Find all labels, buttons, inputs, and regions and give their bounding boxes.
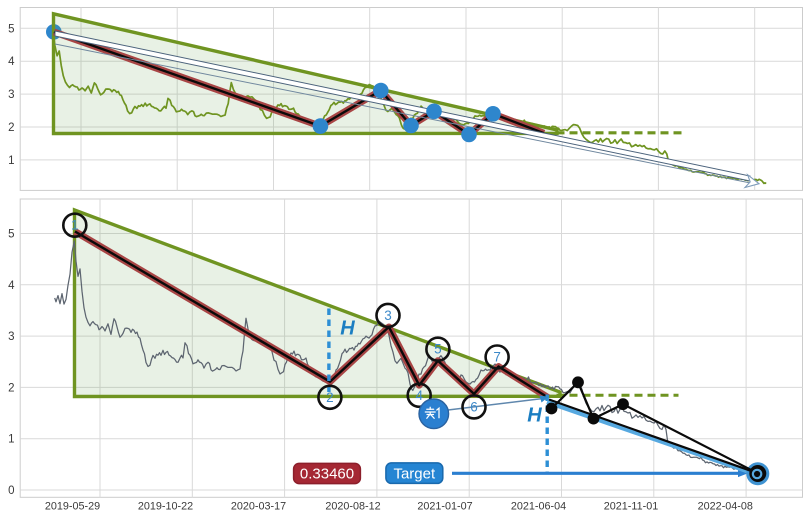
svg-text:Target: Target bbox=[393, 466, 436, 483]
svg-text:6: 6 bbox=[470, 399, 478, 414]
svg-text:1: 1 bbox=[8, 155, 14, 167]
svg-text:3: 3 bbox=[384, 308, 392, 323]
svg-text:2: 2 bbox=[326, 390, 334, 405]
svg-text:2019-05-29: 2019-05-29 bbox=[45, 501, 100, 513]
svg-text:2: 2 bbox=[8, 382, 14, 394]
svg-text:2022-04-08: 2022-04-08 bbox=[698, 501, 753, 513]
svg-text:5: 5 bbox=[434, 342, 442, 357]
svg-text:1: 1 bbox=[71, 218, 79, 233]
svg-text:2021-11-01: 2021-11-01 bbox=[604, 501, 658, 513]
svg-text:4: 4 bbox=[8, 56, 15, 68]
svg-text:4: 4 bbox=[415, 388, 423, 403]
svg-text:5: 5 bbox=[8, 229, 14, 241]
svg-text:0.33460: 0.33460 bbox=[300, 466, 354, 483]
svg-text:3: 3 bbox=[8, 89, 14, 101]
svg-text:2020-03-17: 2020-03-17 bbox=[231, 501, 286, 513]
svg-text:0: 0 bbox=[8, 485, 14, 497]
svg-text:2019-10-22: 2019-10-22 bbox=[138, 501, 193, 513]
svg-text:2: 2 bbox=[8, 122, 14, 134]
svg-text:2021-01-07: 2021-01-07 bbox=[417, 501, 472, 513]
svg-text:7: 7 bbox=[493, 350, 501, 365]
svg-text:2020-08-12: 2020-08-12 bbox=[325, 501, 380, 513]
svg-text:H: H bbox=[340, 318, 355, 340]
svg-text:2021-06-04: 2021-06-04 bbox=[511, 501, 566, 513]
svg-text:H: H bbox=[527, 405, 542, 427]
svg-text:3: 3 bbox=[8, 331, 14, 343]
svg-text:1: 1 bbox=[8, 434, 14, 446]
svg-text:4: 4 bbox=[8, 280, 15, 292]
svg-text:5: 5 bbox=[8, 23, 14, 35]
